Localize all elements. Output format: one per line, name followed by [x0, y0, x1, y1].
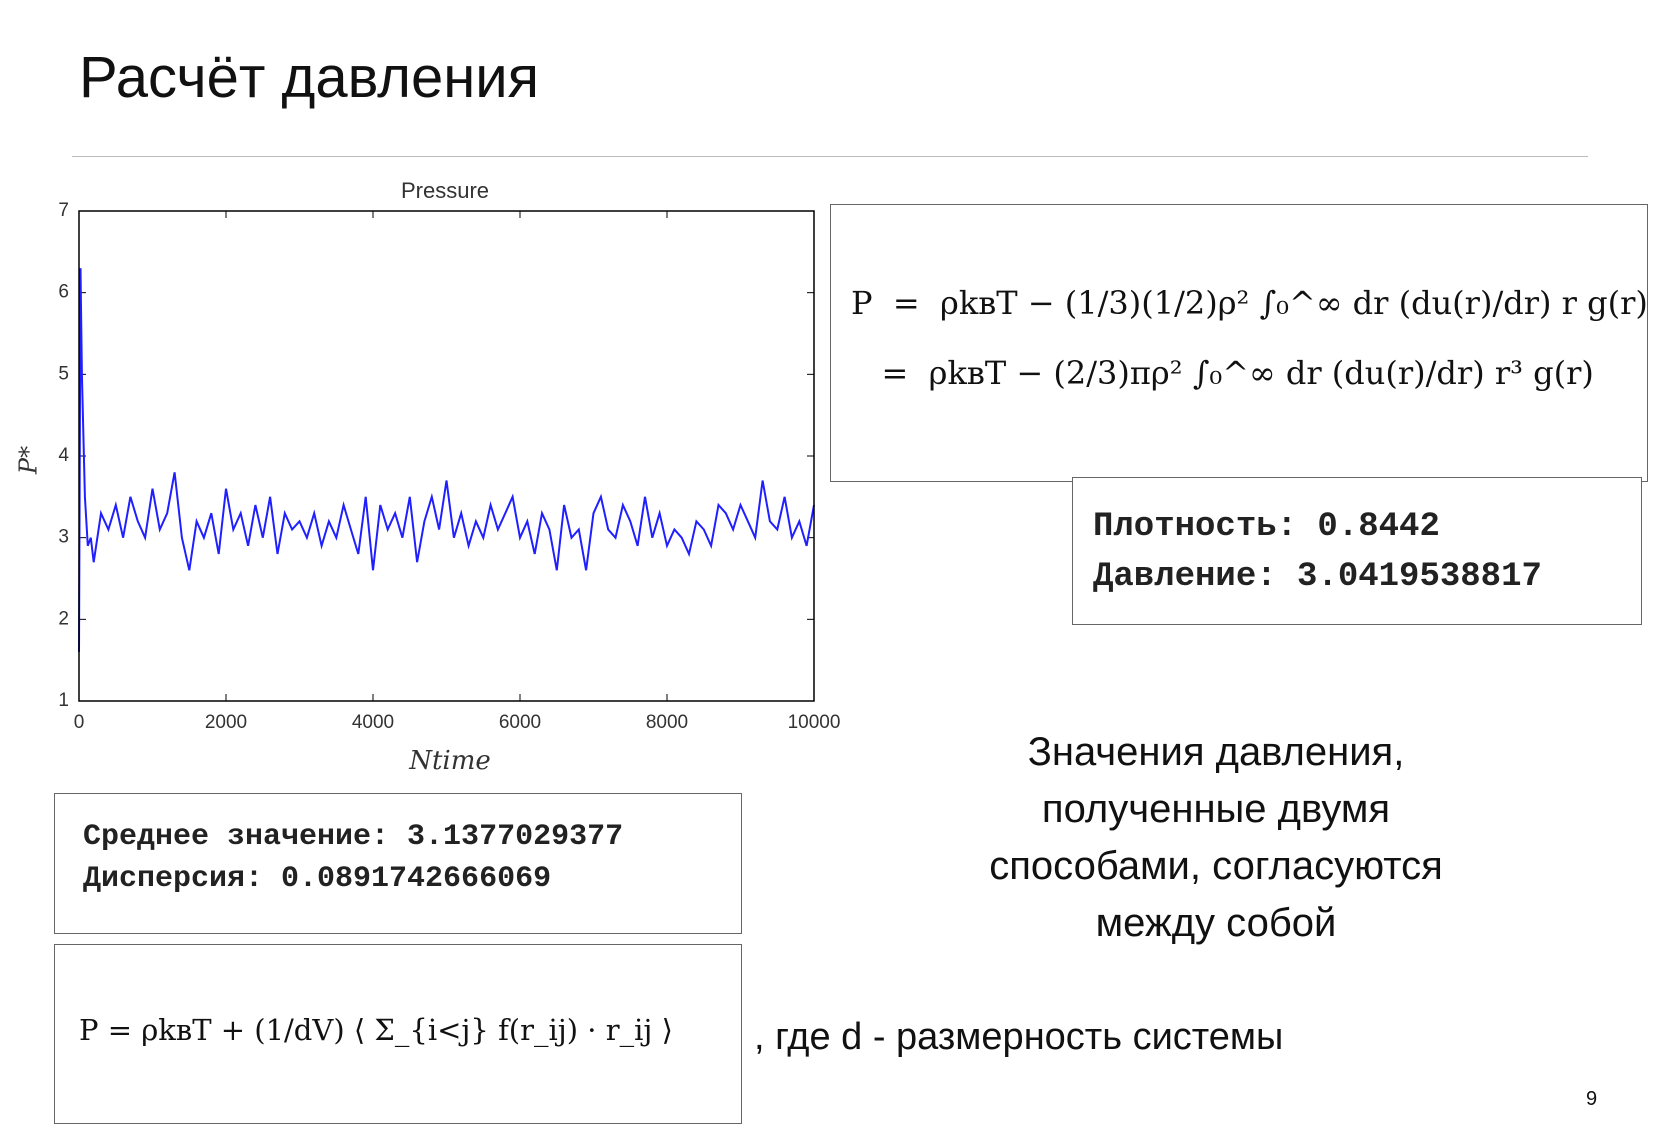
formula-box: P = ρkʙT − (1/3)(1/2)ρ² ∫₀^∞ dr (du(r)/d… [830, 204, 1648, 482]
formula-box: P = ρkʙT + (1/dV) ⟨ Σ_{i<j} f(r_ij) · r_… [54, 944, 742, 1124]
y-tick-label: 6 [58, 282, 69, 303]
plot-frame [78, 210, 815, 702]
output-line: Давление: 3.0419538817 [1093, 558, 1542, 596]
x-tick-label: 6000 [499, 712, 541, 733]
formula-line: P = ρkʙT − (1/3)(1/2)ρ² ∫₀^∞ dr (du(r)/d… [851, 284, 1648, 322]
y-tick-label: 2 [58, 608, 69, 629]
y-tick-label: 1 [58, 690, 69, 711]
caption-line: Значения давления, [1027, 730, 1405, 774]
x-tick-label: 8000 [646, 712, 688, 733]
divider [72, 156, 1588, 157]
chart-title: Pressure [401, 178, 489, 203]
page-number: 9 [1586, 1088, 1598, 1110]
y-tick-label: 4 [58, 445, 69, 466]
caption-line: полученные двумя [1041, 787, 1391, 831]
mean-output: Среднее значение: 3.1377029377 Дисперсия… [54, 793, 742, 934]
slide-title: Расчёт давления [79, 45, 540, 110]
y-tick-label: 5 [58, 363, 69, 384]
formula-line: P = ρkʙT + (1/dV) ⟨ Σ_{i<j} f(r_ij) · r_… [79, 1013, 673, 1047]
output-line: Среднее значение: 3.1377029377 [83, 820, 624, 854]
output-line: Дисперсия: 0.0891742666069 [83, 862, 552, 896]
x-tick-label: 2000 [205, 712, 247, 733]
output-line: Плотность: 0.8442 [1093, 508, 1440, 546]
caption-line: между собой [1095, 901, 1337, 945]
x-tick-label: 0 [74, 712, 85, 733]
caption-line: способами, согласуются [989, 844, 1443, 888]
formula-line: = ρkʙT − (2/3)πρ² ∫₀^∞ dr (du(r)/dr) r³ … [851, 354, 1594, 392]
y-tick-label: 3 [58, 527, 69, 548]
y-tick-label: 7 [58, 200, 69, 221]
density-output: Плотность: 0.8442 Давление: 3.0419538817 [1072, 477, 1642, 625]
x-axis-label: Ntime [408, 746, 491, 776]
chart: Pressure Ntime P* 1 2 3 4 5 6 7 0 2000 4000 6000 80… [15, 178, 841, 776]
formula-note: , где d - размерность системы [754, 1016, 1284, 1058]
x-tick-label: 4000 [352, 712, 394, 733]
caption: Значения давления, полученные двумя спос… [916, 724, 1516, 952]
y-axis-label: P* [15, 446, 43, 475]
x-tick-label: 10000 [788, 712, 841, 733]
line [78, 268, 815, 653]
